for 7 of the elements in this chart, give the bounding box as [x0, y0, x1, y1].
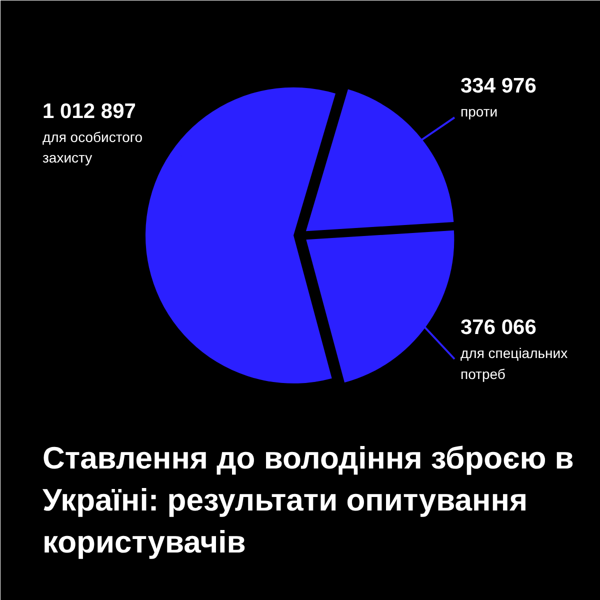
data-label: 1 012 897: [42, 100, 136, 123]
slice-label: для спеціальних потреб: [460, 345, 568, 382]
data-label: 376 066: [460, 316, 536, 339]
slice-label: проти: [460, 104, 498, 120]
slice-label: для особистого захисту: [42, 128, 143, 166]
text: Ставлення до володіння зброєю в Україні: результати опитування користувачів: [42, 440, 574, 560]
data-label: 334 976: [460, 74, 536, 98]
